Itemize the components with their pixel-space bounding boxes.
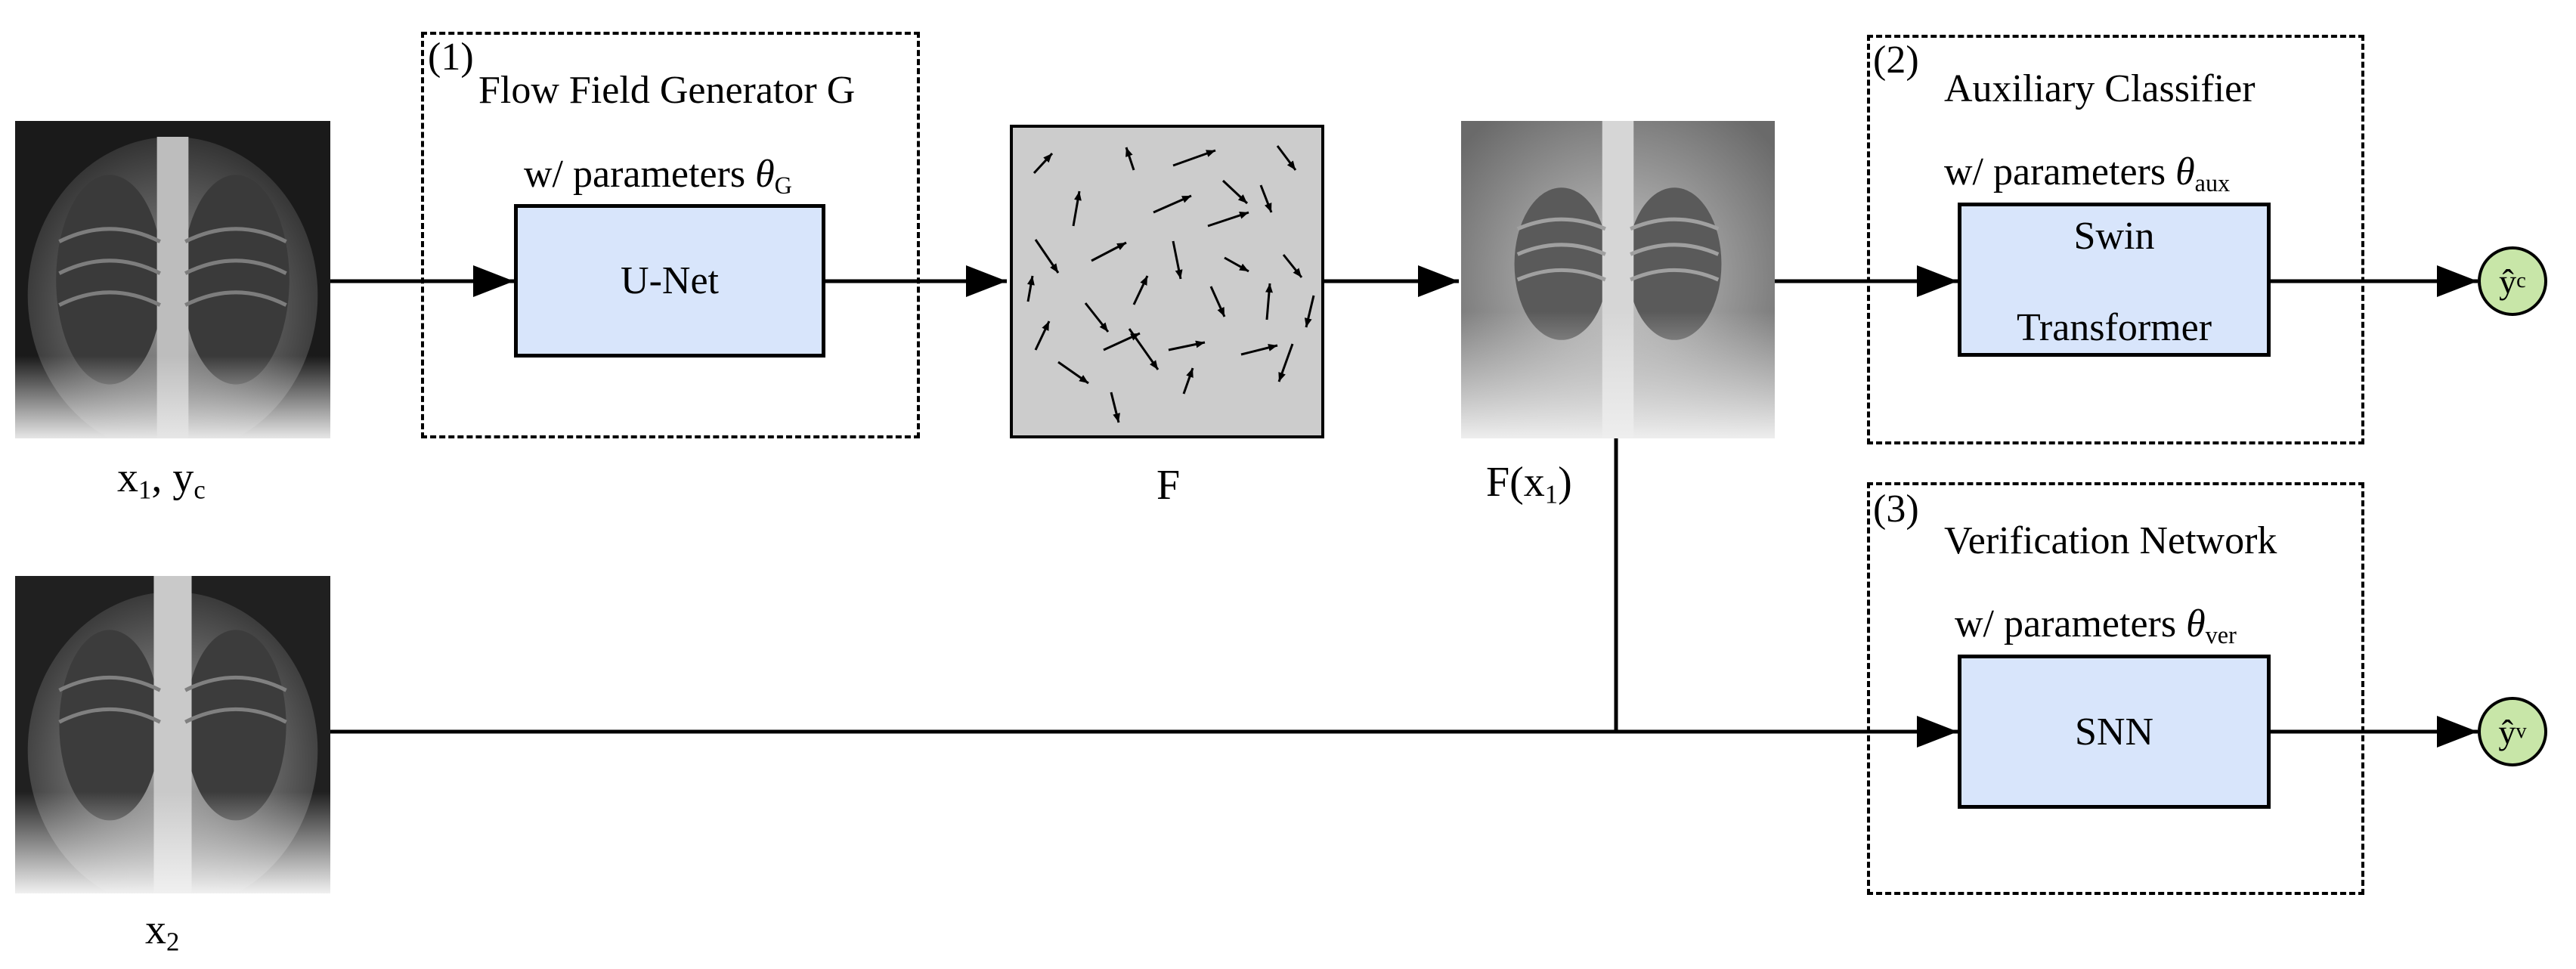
generator-params: w/ parameters θG [524,153,792,200]
classifier-number: (2) [1873,39,1919,82]
classifier-module-frame [1867,35,2364,444]
input2-caption: x2 [145,909,179,955]
generator-number: (1) [428,36,474,79]
swin-label-line1: Swin [2073,215,2155,258]
generator-module-frame [421,32,920,438]
classifier-params-theta: θ [2175,150,2195,193]
input-xray-x1 [15,121,330,438]
warped-caption: F(x1) [1486,461,1572,508]
generator-params-theta: θ [755,153,775,196]
flow-field-vectors [1026,145,1315,423]
classifier-params: w/ parameters θaux [1944,150,2231,197]
verification-prediction-symbol: ŷ [2498,712,2516,751]
verifier-number: (3) [1873,488,1919,531]
snn-label: SNN [2074,710,2154,754]
warped-caption-suffix: ) [1558,459,1572,506]
input1-caption: x1, yc [117,457,206,503]
warped-caption-prefix: F(x [1486,459,1545,506]
verifier-params: w/ parameters θver [1955,602,2237,649]
unet-block: U-Net [514,204,825,358]
snn-block: SNN [1958,655,2271,809]
verification-prediction-sub: v [2516,720,2527,743]
input1-caption-x: x [117,454,138,501]
verifier-title: Verification Network [1944,519,2277,562]
class-prediction-sub: c [2516,269,2526,293]
classifier-title: Auxiliary Classifier [1944,67,2256,110]
verifier-module-frame [1867,482,2364,895]
input2-caption-sub: 2 [166,927,180,957]
swin-transformer-block: Swin Transformer [1958,203,2271,357]
generator-params-prefix: w/ parameters [524,153,756,196]
warped-xray [1461,121,1775,438]
classifier-params-prefix: w/ parameters [1944,150,2176,193]
verifier-params-prefix: w/ parameters [1955,602,2187,645]
classifier-params-sub: aux [2194,169,2231,197]
swin-label-line2: Transformer [2016,306,2212,349]
class-prediction-symbol: ŷ [2499,262,2517,301]
input1-caption-x-sub: 1 [138,475,152,505]
input1-caption-y-sub: c [194,475,206,505]
generator-params-sub: G [774,172,792,200]
flow-field-panel [1010,125,1324,438]
verifier-params-theta: θ [2186,602,2206,645]
input1-caption-sep: , y [151,454,194,501]
verifier-params-sub: ver [2205,621,2237,649]
unet-label: U-Net [621,259,719,302]
generator-title: Flow Field Generator G [478,69,856,112]
input2-caption-x: x [145,906,166,953]
warped-caption-sub: 1 [1544,479,1559,509]
input-xray-x2 [15,576,330,893]
field-caption: F [1156,462,1181,509]
